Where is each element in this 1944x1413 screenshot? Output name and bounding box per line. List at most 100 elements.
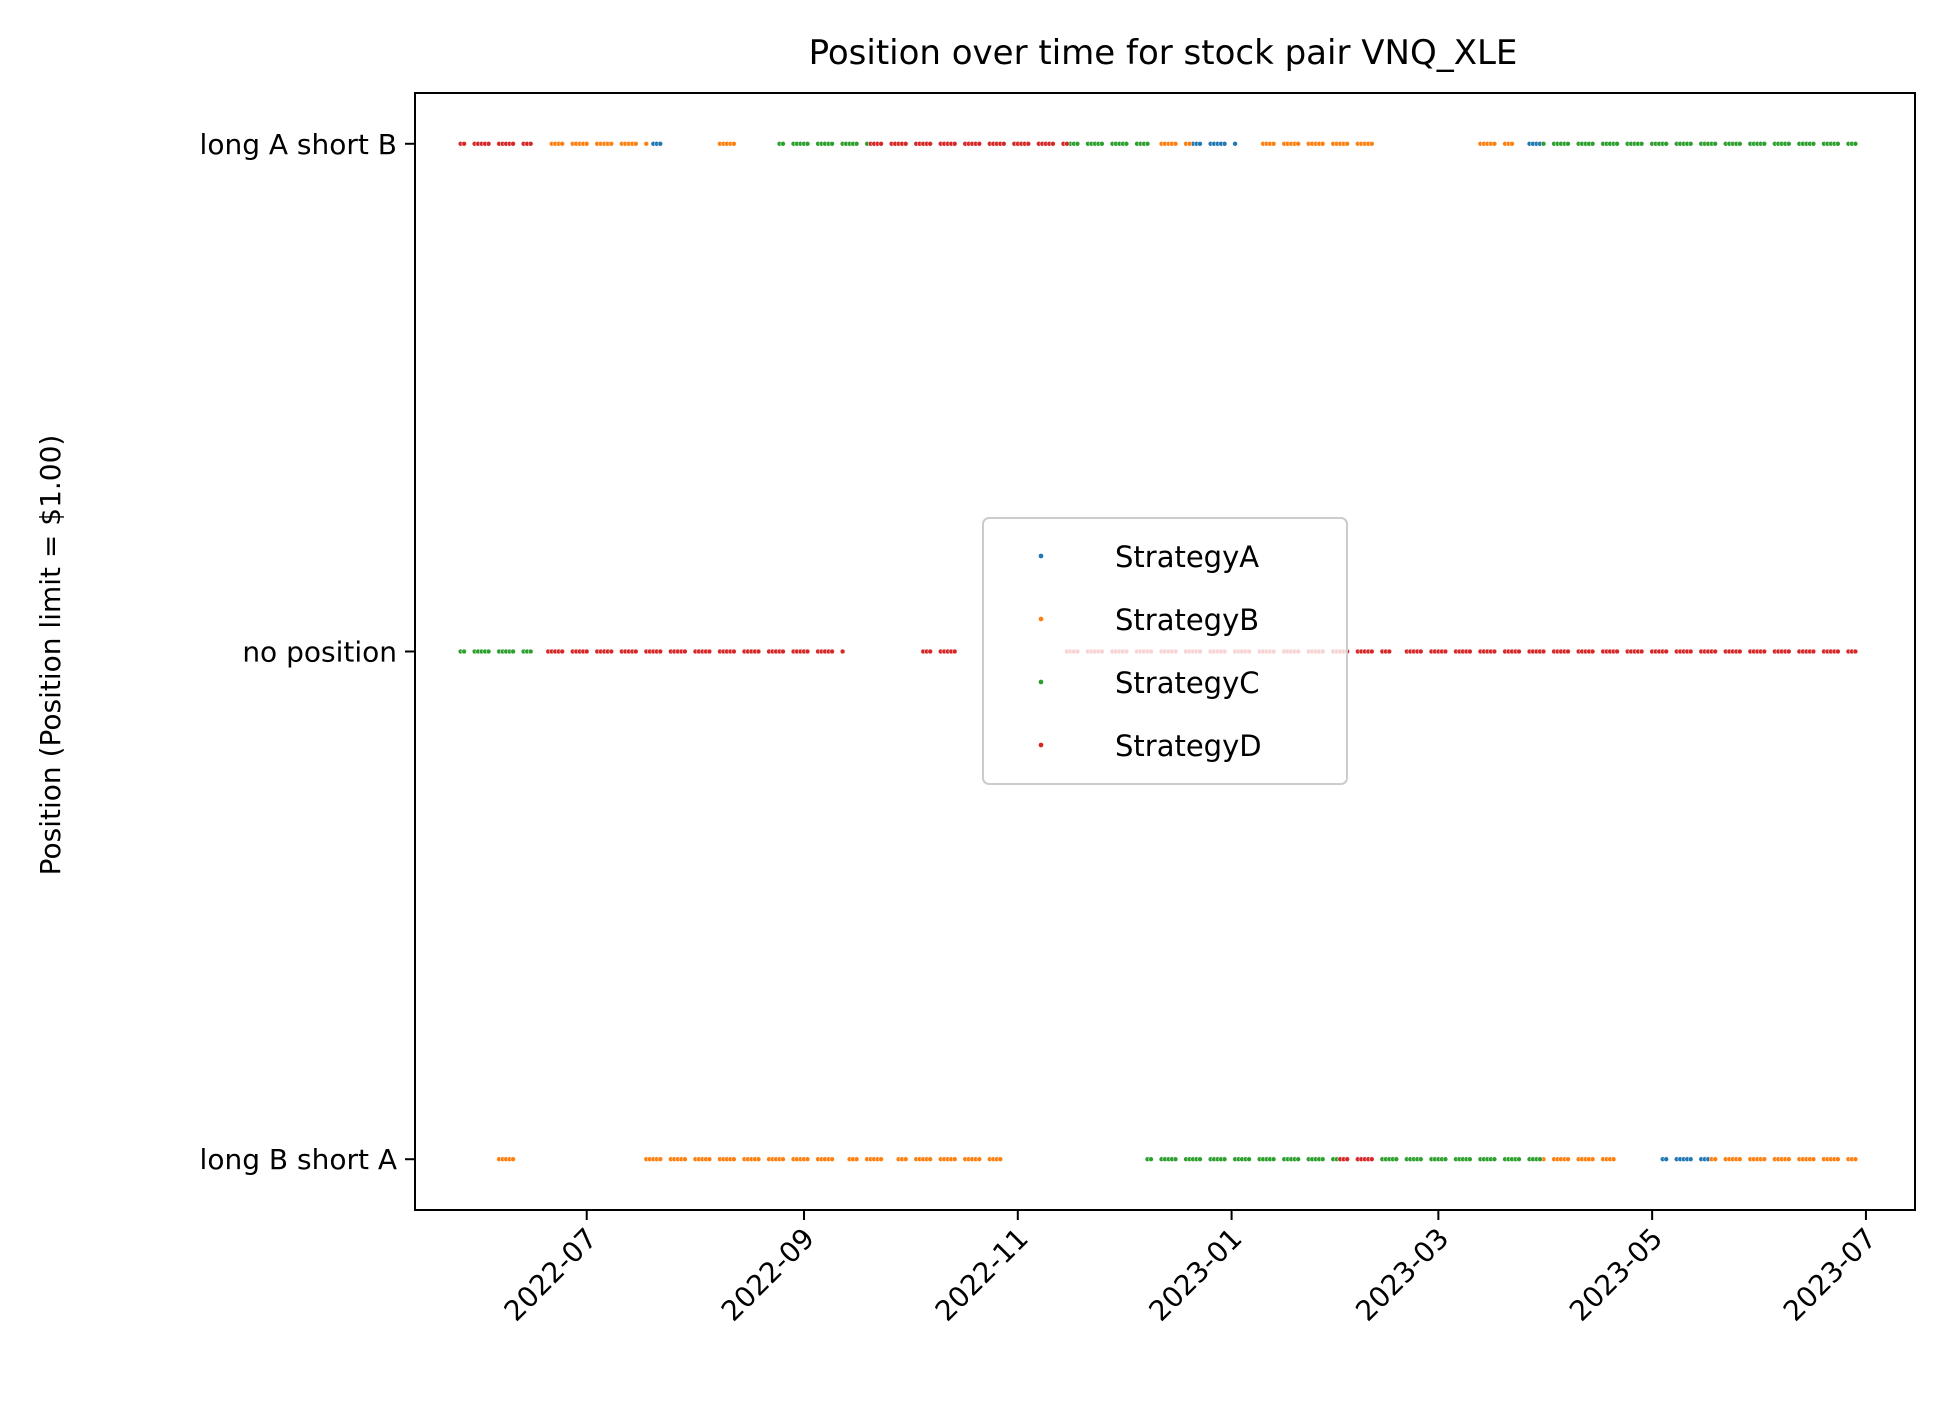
point-StrategyD	[1001, 141, 1007, 147]
point-StrategyB	[1369, 141, 1375, 147]
legend-label-StrategyB: StrategyB	[1115, 603, 1259, 637]
point-StrategyD	[528, 141, 534, 147]
point-StrategyC	[1123, 141, 1130, 147]
point-StrategyC	[1197, 1156, 1203, 1162]
point-StrategyC	[1810, 141, 1817, 147]
point-StrategyD	[976, 141, 982, 147]
point-StrategyC	[780, 141, 786, 147]
point-StrategyD	[1369, 648, 1375, 655]
point-StrategyB	[1852, 1156, 1859, 1162]
point-StrategyC	[1270, 1156, 1277, 1162]
y-tick-label: long A short B	[200, 128, 397, 161]
chart-title: Position over time for stock pair VNQ_XL…	[809, 33, 1518, 73]
point-StrategyB	[1491, 141, 1498, 147]
point-StrategyB	[657, 1156, 663, 1162]
point-StrategyD	[1638, 648, 1645, 655]
point-StrategyC	[1144, 141, 1151, 147]
point-StrategyD	[1614, 648, 1620, 655]
point-StrategyD	[952, 648, 958, 655]
point-StrategyA	[1688, 1156, 1694, 1162]
point-StrategyB	[878, 1156, 884, 1162]
point-StrategyC	[1442, 1156, 1449, 1162]
point-StrategyB	[706, 1156, 713, 1162]
point-StrategyB	[510, 1156, 516, 1162]
point-StrategyB	[1761, 1156, 1767, 1162]
legend-box	[982, 517, 1348, 785]
point-StrategyD	[1712, 648, 1718, 655]
point-StrategyD	[1467, 648, 1473, 655]
legend: StrategyA StrategyB StrategyC StrategyD	[982, 517, 1348, 785]
point-StrategyC	[485, 648, 492, 655]
point-StrategyB	[1565, 1156, 1571, 1162]
point-StrategyB	[1835, 1156, 1841, 1162]
point-StrategyD	[633, 648, 639, 655]
point-StrategyB	[1810, 1156, 1817, 1162]
point-StrategyB	[1737, 1156, 1743, 1162]
point-StrategyC	[829, 141, 835, 147]
x-tick-label: 2022-07	[498, 1222, 604, 1328]
point-StrategyB	[1186, 141, 1193, 147]
point-StrategyB	[1295, 141, 1301, 147]
point-StrategyD	[829, 648, 835, 655]
point-StrategyB	[829, 1156, 835, 1162]
point-StrategyB	[927, 1156, 933, 1162]
point-StrategyB	[1589, 1156, 1596, 1162]
point-StrategyC	[1852, 141, 1859, 147]
point-StrategyD	[780, 648, 786, 655]
point-StrategyC	[1246, 1156, 1252, 1162]
point-StrategyD	[608, 648, 614, 655]
point-StrategyB	[755, 1156, 762, 1162]
point-StrategyB	[903, 1156, 909, 1162]
point-StrategyB	[997, 1156, 1003, 1162]
point-StrategyD	[1761, 648, 1767, 655]
point-StrategyA	[657, 141, 663, 147]
point-StrategyB	[1344, 141, 1350, 147]
x-tick-label: 2023-07	[1777, 1222, 1883, 1328]
point-StrategyB	[559, 141, 565, 147]
point-StrategyC	[1786, 141, 1792, 147]
point-StrategyD	[927, 648, 933, 655]
point-StrategyC	[1148, 1156, 1154, 1162]
point-StrategyD	[461, 141, 467, 147]
legend-label-StrategyD: StrategyD	[1115, 729, 1262, 763]
point-StrategyA	[1232, 141, 1238, 147]
point-StrategyC	[1688, 141, 1694, 147]
x-tick-label: 2022-11	[929, 1222, 1035, 1328]
x-tick-label: 2023-05	[1563, 1222, 1669, 1328]
point-StrategyB	[1509, 141, 1515, 147]
point-StrategyC	[1074, 141, 1081, 147]
point-StrategyB	[804, 1156, 811, 1162]
point-StrategyD	[1540, 648, 1547, 655]
point-StrategyD	[839, 648, 846, 655]
point-StrategyD	[1810, 648, 1817, 655]
point-StrategyB	[1610, 1156, 1617, 1162]
series-StrategyC	[457, 141, 1859, 1162]
point-StrategyC	[1537, 1156, 1543, 1162]
point-StrategyD	[731, 648, 737, 655]
point-StrategyD	[559, 648, 565, 655]
point-StrategyB	[952, 1156, 958, 1162]
point-StrategyB	[1320, 141, 1326, 147]
point-StrategyB	[976, 1156, 982, 1162]
point-StrategyA	[1663, 1156, 1669, 1162]
point-StrategyD	[952, 141, 958, 147]
x-tick-label: 2022-09	[715, 1222, 821, 1328]
point-StrategyD	[1786, 648, 1792, 655]
point-StrategyC	[1565, 141, 1571, 147]
point-StrategyD	[1835, 648, 1841, 655]
point-StrategyD	[1737, 648, 1743, 655]
point-StrategyD	[1852, 648, 1859, 655]
point-StrategyC	[1467, 1156, 1473, 1162]
point-StrategyC	[1761, 141, 1767, 147]
y-axis-label: Position (Position limit = $1.00)	[34, 435, 67, 876]
x-tick-label: 2023-01	[1142, 1222, 1248, 1328]
point-StrategyA	[1197, 141, 1203, 147]
point-StrategyC	[1835, 141, 1841, 147]
point-StrategyC	[528, 648, 534, 655]
point-StrategyC	[1393, 1156, 1399, 1162]
y-axis: long B short A no position long A short B	[200, 128, 415, 1176]
point-StrategyD	[1442, 648, 1449, 655]
point-StrategyD	[682, 648, 688, 655]
point-StrategyD	[510, 141, 516, 147]
